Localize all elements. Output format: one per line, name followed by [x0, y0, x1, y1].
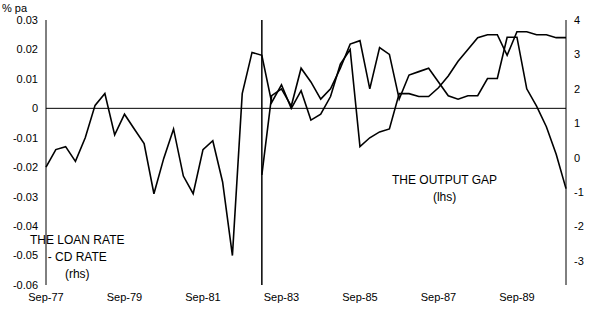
html-text:% pa: % pa	[2, 2, 28, 14]
svg-text:0: 0	[574, 152, 580, 164]
svg-text:Sep-79: Sep-79	[107, 291, 142, 303]
svg-text:4: 4	[574, 14, 580, 26]
svg-text:-1: -1	[574, 186, 584, 198]
svg-text:Sep-87: Sep-87	[421, 291, 456, 303]
svg-text:0.03: 0.03	[17, 14, 38, 26]
svg-text:3: 3	[574, 48, 580, 60]
svg-text:-2: -2	[574, 220, 584, 232]
html-text:THE OUTPUT GAP: THE OUTPUT GAP	[392, 173, 498, 187]
svg-text:0: 0	[32, 102, 38, 114]
html-text:- CD RATE: - CD RATE	[47, 250, 107, 264]
html-text:(lhs): (lhs)	[432, 190, 457, 204]
svg-text:-0.05: -0.05	[13, 249, 38, 261]
svg-text:Sep-81: Sep-81	[185, 291, 220, 303]
svg-text:-0.03: -0.03	[13, 191, 38, 203]
svg-text:0.01: 0.01	[17, 73, 38, 85]
svg-text:2: 2	[574, 83, 580, 95]
svg-text:-0.06: -0.06	[13, 279, 38, 291]
svg-text:Sep-85: Sep-85	[342, 291, 377, 303]
svg-text:-0.04: -0.04	[13, 220, 38, 232]
svg-text:Sep-77: Sep-77	[28, 291, 63, 303]
svg-text:-0.01: -0.01	[13, 132, 38, 144]
svg-text:-0.02: -0.02	[13, 161, 38, 173]
html-text:(rhs): (rhs)	[64, 267, 90, 281]
svg-text:Sep-89: Sep-89	[499, 291, 534, 303]
svg-text:0.02: 0.02	[17, 43, 38, 55]
svg-text:1: 1	[574, 117, 580, 129]
html-text:THE LOAN RATE: THE LOAN RATE	[30, 233, 125, 247]
svg-text:Sep-83: Sep-83	[264, 291, 299, 303]
svg-text:-3: -3	[574, 255, 584, 267]
